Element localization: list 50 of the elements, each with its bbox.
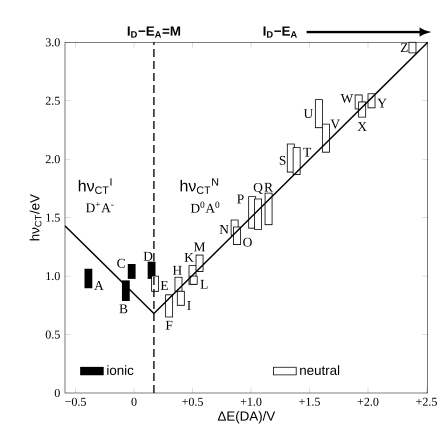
data-label: P <box>237 194 244 204</box>
data-label: Z <box>400 43 408 52</box>
data-label: B <box>119 304 128 314</box>
data-label: D <box>144 252 152 261</box>
y-tick-label: 1.5 <box>46 214 60 222</box>
text: I$_{D}$−E$_{A}$ <box>264 26 297 38</box>
data-label: K <box>184 253 194 262</box>
annotation: hν$_{CT}$N <box>180 178 218 194</box>
data-label: H <box>172 266 182 275</box>
data-label: V <box>330 120 340 129</box>
y-tick-label: 0 <box>54 388 60 398</box>
x-tick-label: +0.5 <box>182 398 203 406</box>
y-tick-label: 3.0 <box>46 38 60 46</box>
data-label: Y <box>377 98 387 108</box>
x-tick-label: +1.0 <box>240 398 262 406</box>
y-axis-title: hν$_{CT}$/eV <box>30 194 42 240</box>
bar <box>84 268 92 288</box>
y-tick-label: 2.0 <box>46 155 60 164</box>
data-label: Q <box>254 182 263 194</box>
data-label: W <box>340 94 354 103</box>
data-label: T <box>303 148 312 157</box>
data-label: X <box>358 122 367 131</box>
legend-label: neutral <box>300 365 340 376</box>
data-label: A <box>94 281 104 290</box>
data-label: U <box>304 109 313 118</box>
x-axis-title: ΔE(DA)/V <box>218 411 276 424</box>
data-label: C <box>117 258 125 268</box>
y-tick-label: 1.0 <box>46 272 60 280</box>
data-label: E <box>160 281 168 290</box>
data-label: R <box>264 182 274 192</box>
annotation: hν$_{CT}$I <box>78 178 112 194</box>
bar <box>264 192 272 226</box>
data-label: S <box>280 156 286 165</box>
x-tick-label: 0 <box>131 398 137 406</box>
x-tick-label: +2.0 <box>358 398 378 406</box>
x-tick-label: +2.5 <box>416 398 437 406</box>
x-tick-label: +1.5 <box>299 398 320 406</box>
annotation: D$^{+}$A$^{-}$ <box>86 202 114 212</box>
annotation: D$^{0}$A$^{0}$ <box>190 202 220 213</box>
ref-line-label: I$_{D}$−E$_{A}$=M <box>128 26 180 38</box>
data-label: M <box>194 242 206 252</box>
data-label: O <box>243 238 252 247</box>
y-tick-label: 0.5 <box>46 330 60 339</box>
data-label: F <box>166 320 172 330</box>
data-label: I <box>187 300 191 310</box>
y-tick-label: 2.5 <box>46 96 60 105</box>
data-label: N <box>220 224 229 234</box>
legend-label: ionic <box>107 365 134 376</box>
data-label: L <box>200 280 208 289</box>
x-tick-label: −0.5 <box>65 398 86 406</box>
